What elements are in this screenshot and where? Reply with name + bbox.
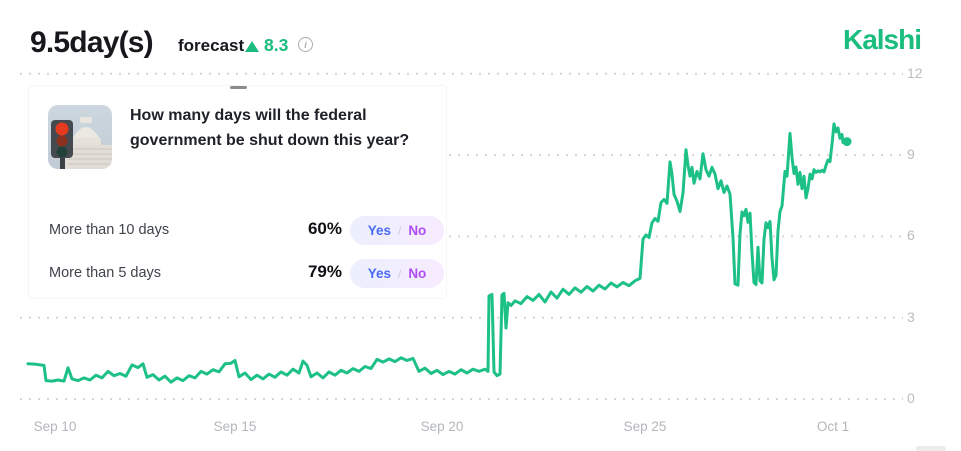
forecast-value: 9.5day(s) [30, 26, 154, 59]
horizontal-scrollbar-thumb[interactable] [916, 446, 946, 451]
card-drag-handle [230, 86, 247, 89]
y-tick-label: 0 [907, 390, 915, 406]
yes-no-pill[interactable]: Yes / No [350, 259, 444, 288]
no-button[interactable]: No [408, 223, 427, 238]
outcome-percent: 60% [307, 219, 342, 238]
capitol-traffic-light-image [48, 105, 112, 169]
x-tick-label: Sep 20 [420, 419, 464, 434]
yes-button[interactable]: Yes [367, 223, 391, 238]
delta-up-icon [245, 41, 259, 52]
x-tick-label: Oct 1 [816, 419, 850, 434]
no-button[interactable]: No [408, 266, 427, 281]
kalshi-logo[interactable]: Kalshi [842, 24, 922, 55]
outcome-label-more-than-10-days: More than 10 days [49, 222, 170, 238]
y-tick-label: 6 [907, 227, 915, 244]
current-value-dot [842, 137, 852, 147]
market-card[interactable]: How many days will the federal governmen… [28, 85, 447, 299]
yes-button[interactable]: Yes [367, 266, 391, 281]
delta-value: 8.3 [264, 35, 289, 55]
x-tick-label: Sep 10 [33, 419, 77, 434]
info-icon[interactable]: i [298, 37, 313, 52]
pill-divider: / [397, 266, 402, 281]
y-tick-label: 9 [907, 146, 915, 163]
forecast-line [26, 122, 849, 384]
market-question: How many days will the federal governmen… [130, 107, 410, 149]
x-tick-label: Sep 25 [623, 419, 667, 434]
outcome-label-more-than-5-days: More than 5 days [49, 265, 162, 281]
yes-no-pill[interactable]: Yes / No [350, 216, 444, 245]
y-tick-label: 3 [907, 308, 915, 325]
forecast-label: forecast [178, 36, 245, 55]
pill-divider: / [397, 223, 402, 238]
outcome-percent: 79% [307, 262, 342, 281]
market-thumbnail [48, 105, 112, 169]
x-tick-label: Sep 15 [213, 419, 257, 434]
y-tick-label: 12 [907, 64, 923, 81]
